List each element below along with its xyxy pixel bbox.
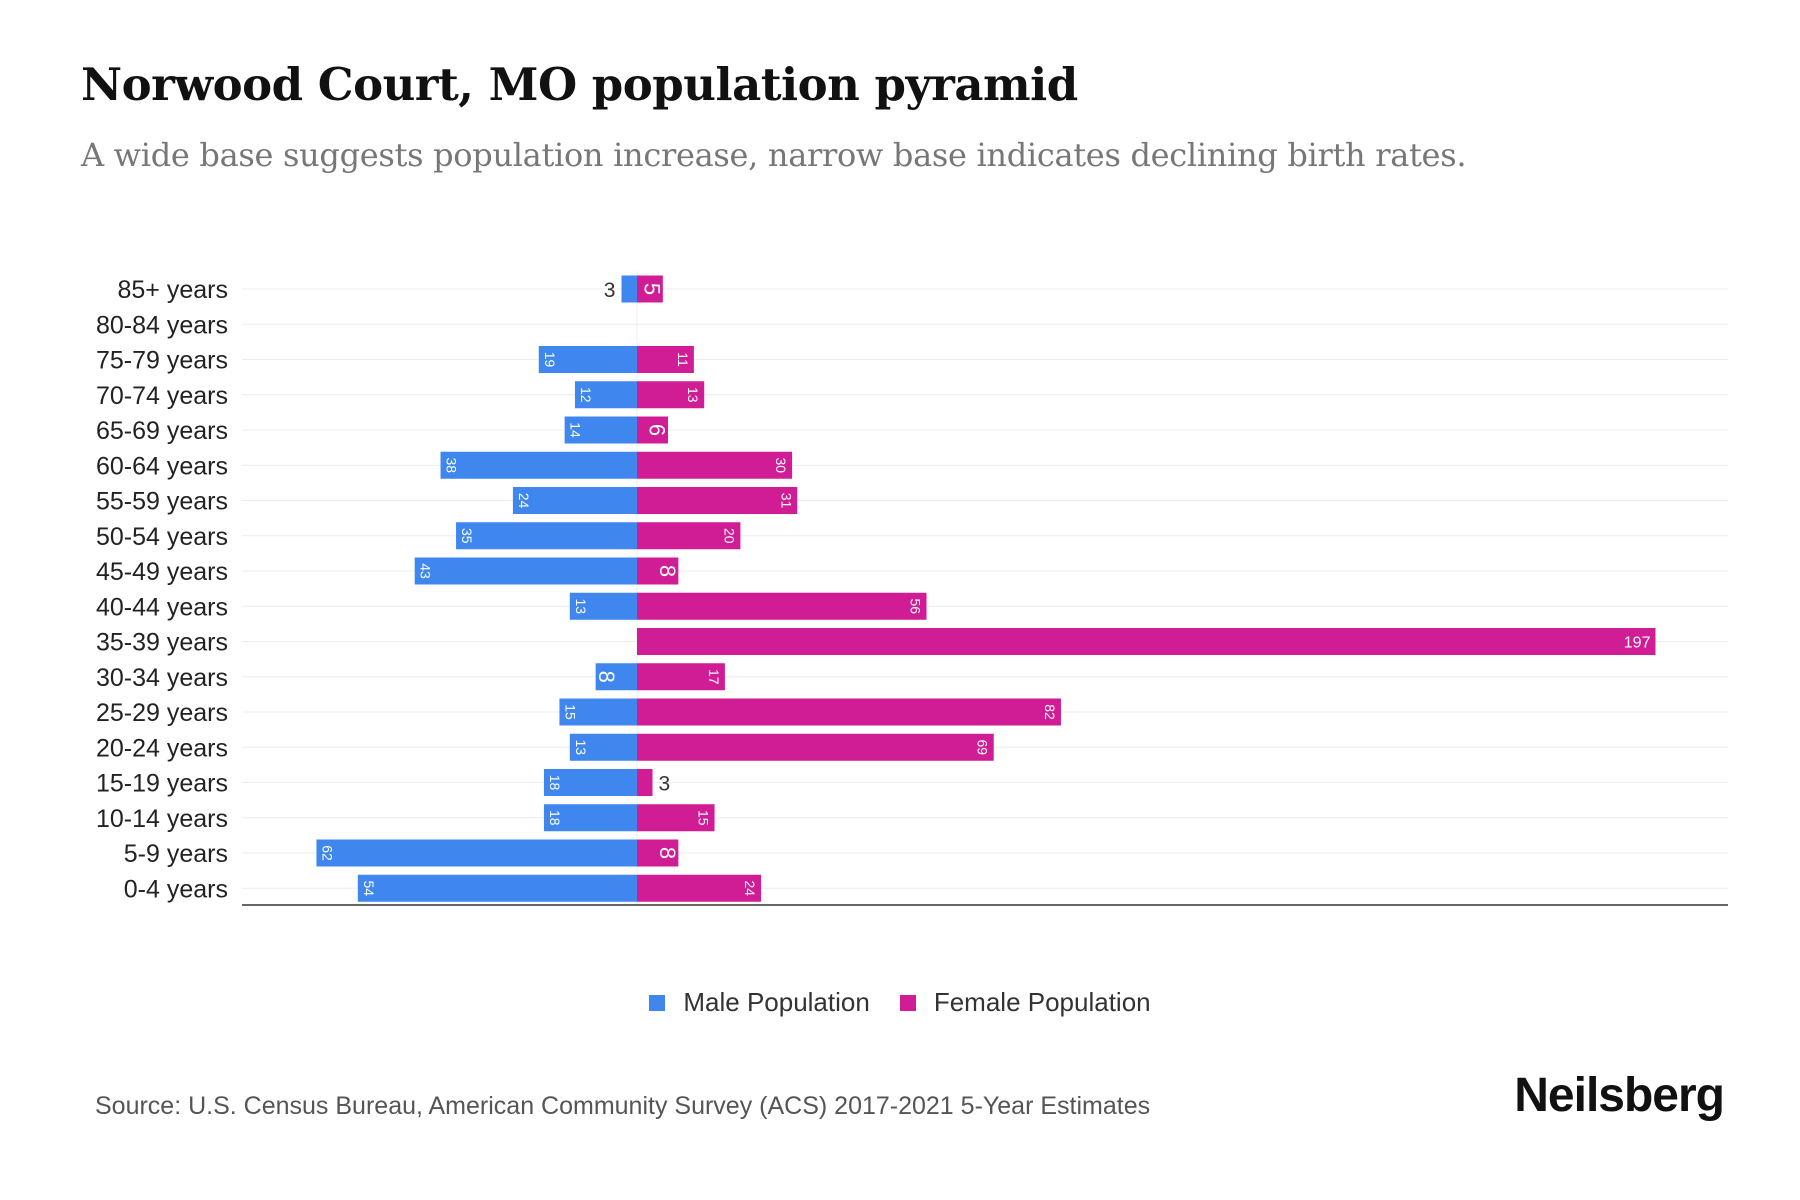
legend-label-male: Male Population — [683, 987, 870, 1017]
category-label: 20-24 years — [96, 734, 228, 762]
source-note: Source: U.S. Census Bureau, American Com… — [95, 1092, 1151, 1120]
male-bar — [357, 874, 637, 902]
male-bar — [559, 698, 637, 726]
category-label: 75-79 years — [96, 347, 228, 375]
male-value-label: 13 — [573, 739, 589, 755]
female-value-label: 15 — [696, 810, 712, 826]
category-label: 0-4 years — [124, 875, 228, 903]
female-bar — [637, 557, 679, 585]
male-bar — [595, 663, 637, 691]
male-value-label: 62 — [319, 845, 335, 861]
female-bar — [637, 769, 653, 796]
category-label: 50-54 years — [96, 523, 228, 551]
male-value-label: 15 — [562, 704, 578, 720]
female-value-label: 31 — [778, 493, 794, 509]
male-bar — [512, 487, 637, 514]
category-label: 65-69 years — [96, 417, 228, 445]
category-label: 45-49 years — [96, 558, 228, 586]
male-value-label: 18 — [547, 775, 563, 791]
chart-subtitle: A wide base suggests population increase… — [81, 136, 1467, 174]
male-value-label: 14 — [568, 422, 584, 438]
female-value-label: 13 — [685, 387, 701, 403]
female-value-label: 30 — [773, 457, 789, 473]
female-value-label: 8 — [655, 847, 680, 859]
category-label: 40-44 years — [96, 593, 228, 621]
female-bar — [637, 733, 994, 761]
female-bar — [637, 874, 762, 902]
male-bar — [543, 769, 637, 796]
male-bar — [440, 451, 637, 479]
female-bar — [637, 346, 694, 373]
male-value-label: 35 — [459, 528, 475, 544]
male-bar — [569, 592, 637, 620]
female-bar — [637, 487, 798, 514]
category-label: 10-14 years — [96, 805, 228, 833]
male-bar — [456, 522, 637, 550]
male-value-label: 38 — [444, 457, 460, 473]
female-value-label: 20 — [721, 528, 737, 544]
female-bar — [637, 451, 793, 479]
female-value-label: 3 — [659, 773, 671, 796]
category-label: 35-39 years — [96, 629, 228, 657]
female-value-label: 56 — [908, 598, 924, 614]
female-bar — [637, 804, 715, 832]
female-bar — [637, 592, 927, 620]
female-bar — [637, 522, 741, 550]
female-value-label: 24 — [742, 880, 758, 896]
legend-item-male: Male Population — [649, 987, 870, 1018]
female-bar — [637, 275, 663, 303]
population-pyramid-chart: 85+ years 80-84 years 75-79 years 70-74 yea… — [96, 271, 1728, 906]
male-bar — [538, 346, 637, 373]
chart-legend: Male Population Female Population — [0, 987, 1800, 1018]
legend-swatch-female — [899, 994, 916, 1011]
male-bar — [543, 804, 637, 832]
male-value-label: 8 — [594, 671, 619, 683]
male-bar — [564, 416, 637, 444]
male-value-label: 3 — [604, 279, 616, 302]
category-label: 55-59 years — [96, 488, 228, 516]
category-label: 5-9 years — [124, 840, 228, 868]
male-value-label: 54 — [361, 880, 377, 896]
category-label: 25-29 years — [96, 699, 228, 727]
female-value-label: 6 — [645, 424, 670, 436]
legend-swatch-male — [649, 994, 666, 1011]
category-label: 70-74 years — [96, 382, 228, 410]
male-bar — [316, 839, 637, 867]
female-value-label: 5 — [639, 283, 664, 295]
category-label: 30-34 years — [96, 664, 228, 692]
legend-label-female: Female Population — [933, 987, 1151, 1017]
female-value-label: 17 — [706, 669, 722, 685]
female-bar — [637, 698, 1061, 726]
male-bar — [574, 381, 637, 409]
male-value-label: 18 — [547, 810, 563, 826]
male-bar — [569, 733, 637, 761]
male-value-label: 43 — [418, 563, 434, 579]
male-value-label: 13 — [573, 598, 589, 614]
male-value-label: 19 — [542, 352, 558, 368]
category-label: 15-19 years — [96, 770, 228, 798]
female-value-label: 82 — [1042, 704, 1058, 720]
male-bar — [414, 557, 637, 585]
male-value-label: 12 — [578, 387, 594, 403]
category-label: 80-84 years — [96, 311, 228, 339]
female-bar — [637, 628, 1656, 655]
female-value-label: 11 — [675, 352, 691, 367]
legend-item-female: Female Population — [899, 987, 1151, 1018]
male-bar — [621, 275, 637, 303]
female-bar — [637, 663, 725, 691]
female-value-label: 197 — [1624, 635, 1651, 652]
category-label: 60-64 years — [96, 452, 228, 480]
female-bar — [637, 839, 679, 867]
category-label: 85+ years — [118, 276, 229, 304]
female-value-label: 8 — [655, 565, 680, 577]
chart-title: Norwood Court, MO population pyramid — [81, 58, 1078, 111]
brand-logo: Neilsberg — [1514, 1069, 1725, 1122]
female-bar — [637, 416, 669, 444]
female-value-label: 69 — [975, 739, 991, 755]
female-bar — [637, 381, 705, 409]
male-value-label: 24 — [516, 493, 532, 509]
